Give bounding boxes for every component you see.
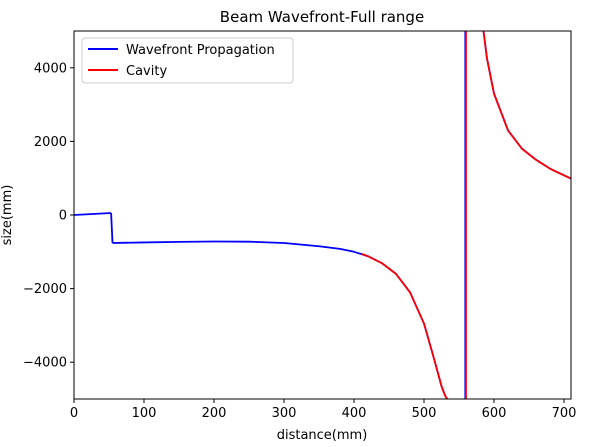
series-line-segment	[74, 212, 112, 216]
x-tick-label: 600	[482, 406, 507, 421]
legend-box	[81, 37, 294, 84]
series-line-segment	[482, 31, 571, 180]
y-tick-label: −2000	[23, 282, 67, 297]
x-tick-label: 500	[412, 406, 437, 421]
y-tick-label: 0	[59, 209, 67, 224]
series-cavity	[360, 31, 571, 399]
series-line-segment	[360, 252, 448, 399]
x-axis: 0 100 200 300 400 500 600 700	[70, 399, 577, 421]
x-tick-label: 300	[272, 406, 297, 421]
x-tick-label: 100	[132, 406, 157, 421]
legend-label-cavity: Cavity	[126, 64, 167, 79]
legend-label-wavefront: Wavefront Propagation	[126, 43, 275, 58]
x-tick-label: 200	[202, 406, 227, 421]
series-layer	[74, 31, 571, 399]
y-tick-label: −4000	[23, 356, 67, 371]
x-tick-label: 400	[342, 406, 367, 421]
x-axis-label: distance(mm)	[277, 428, 368, 443]
legend: Wavefront Propagation Cavity	[81, 37, 294, 84]
y-tick-label: 2000	[34, 135, 67, 150]
x-tick-label: 700	[552, 406, 577, 421]
y-axis-label: size(mm)	[0, 185, 15, 246]
series-line-segment	[110, 212, 114, 244]
y-axis: −4000 −2000 0 2000 4000	[23, 61, 74, 371]
y-tick-label: 4000	[34, 61, 67, 76]
x-tick-label: 0	[70, 406, 78, 421]
chart-title: Beam Wavefront-Full range	[220, 8, 424, 26]
